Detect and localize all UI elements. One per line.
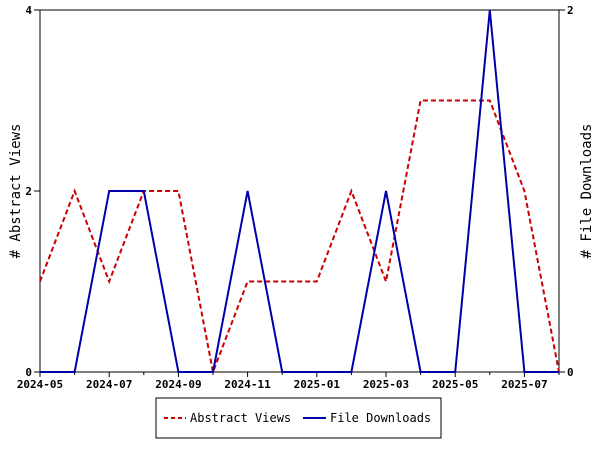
- legend-label-abstract-views: Abstract Views: [190, 411, 291, 425]
- x-tick-label: 2024-09: [155, 378, 201, 391]
- y-axis-left-label: # Abstract Views: [8, 124, 24, 259]
- legend-box: [155, 397, 442, 439]
- x-tick-label: 2024-07: [86, 378, 132, 391]
- series-layer: [39, 9, 560, 376]
- y-right-tick-label: 2: [567, 4, 574, 17]
- x-tick-label: 2025-07: [501, 378, 547, 391]
- series-line-abstract-views: [39, 99, 560, 376]
- right-axis-ticks: 02: [559, 4, 574, 379]
- x-tick-label: 2024-05: [17, 378, 63, 391]
- x-tick-label: 2024-11: [224, 378, 271, 391]
- x-axis-ticks: 2024-05 2024-07 2024-09 2024-11 2025-01 2025-…: [17, 372, 560, 391]
- x-tick-label: 2025-01: [294, 378, 341, 391]
- series-line-file-downloads: [40, 9, 559, 373]
- legend: Abstract Views File Downloads: [155, 397, 442, 439]
- y-left-tick-label: 0: [25, 366, 32, 379]
- y-left-tick-label: 2: [25, 185, 32, 198]
- y-left-tick-label: 4: [25, 4, 32, 17]
- x-tick-label: 2025-03: [363, 378, 409, 391]
- y-axis-right-label: # File Downloads: [579, 124, 595, 259]
- left-axis-ticks: 0 2 4: [25, 4, 40, 379]
- y-right-tick-label: 0: [567, 366, 574, 379]
- legend-label-file-downloads: File Downloads: [330, 411, 431, 425]
- x-tick-label: 2025-05: [432, 378, 478, 391]
